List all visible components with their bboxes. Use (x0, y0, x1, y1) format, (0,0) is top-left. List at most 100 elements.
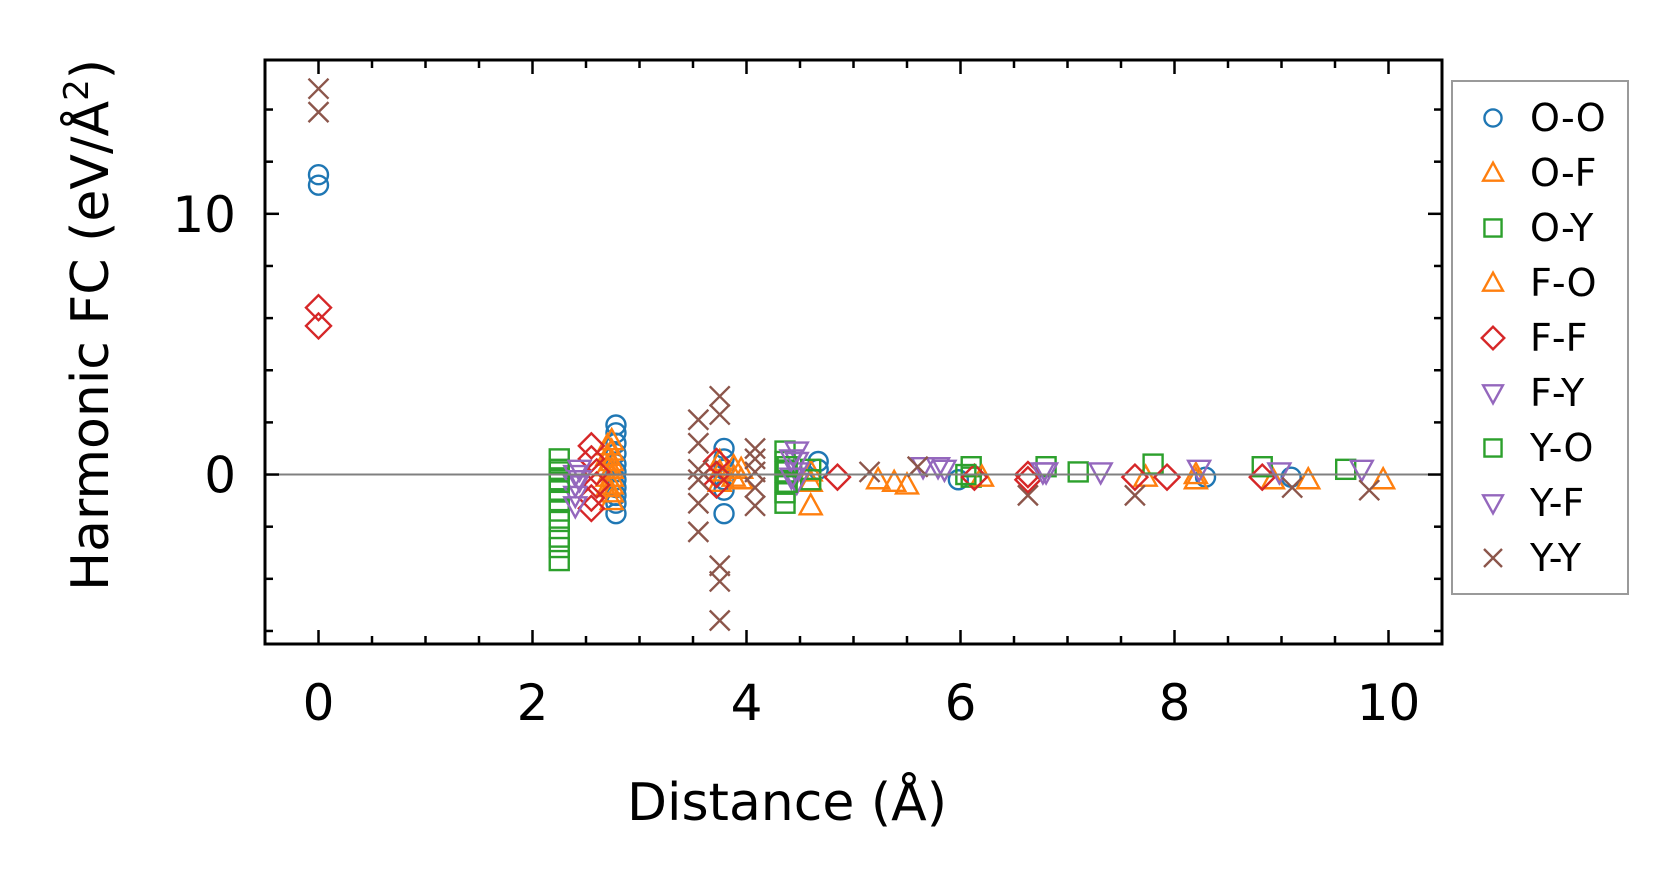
point-y-y-7 (687, 521, 710, 543)
point-o-y-9 (548, 549, 570, 572)
point-y-y-21 (1124, 484, 1146, 507)
point-y-y-4 (687, 458, 710, 481)
point-y-y-19 (906, 455, 929, 478)
point-o-f-15 (797, 491, 824, 516)
point-f-f-17 (1248, 462, 1277, 492)
legend-item-y-y: Y-Y (1483, 536, 1582, 580)
legend-item-f-y: F-Y (1481, 371, 1585, 415)
point-f-y-11 (1087, 462, 1114, 486)
y-axis-label-end: ) (61, 59, 121, 79)
point-y-o-2 (776, 456, 798, 478)
point-y-f-4 (931, 459, 958, 484)
point-y-f-3 (778, 467, 805, 492)
legend-item-f-o: F-O (1481, 261, 1597, 305)
point-y-y-8 (708, 385, 731, 408)
legend-marker-y-f (1481, 494, 1505, 516)
point-f-f-16 (1152, 462, 1182, 492)
point-f-f-0 (304, 293, 333, 322)
point-f-f-4 (582, 457, 611, 487)
plot-frame (263, 58, 1444, 646)
point-y-y-1 (307, 101, 330, 123)
point-o-f-21 (1259, 465, 1286, 490)
x-tick-label: 2 (517, 674, 549, 732)
x-tick-label: 0 (303, 674, 335, 732)
point-y-y-12 (708, 609, 731, 632)
point-o-y-21 (1067, 461, 1089, 483)
point-o-o-21 (947, 469, 970, 491)
point-o-y-8 (548, 536, 570, 559)
point-y-o-1 (548, 471, 570, 494)
point-y-y-9 (708, 403, 731, 426)
point-o-f-2 (598, 447, 625, 472)
legend-marker-o-y (1483, 218, 1503, 238)
x-tick-labels: 0 2 4 6 8 10 (303, 674, 1421, 732)
point-o-o-4 (605, 432, 627, 454)
point-o-o-18 (713, 502, 735, 525)
series-y-f (566, 449, 1060, 494)
point-f-y-12 (1186, 459, 1213, 484)
y-axis-label-superscript: 2 (57, 79, 97, 101)
legend-item-f-f: F-F (1480, 316, 1587, 360)
point-o-o-23 (1280, 466, 1302, 488)
point-y-y-2 (687, 408, 710, 431)
x-tick-label: 10 (1357, 674, 1421, 732)
point-o-f-7 (598, 486, 625, 511)
point-y-y-10 (708, 554, 731, 577)
y-axis-label: Harmonic FC (eV/Å2) (57, 59, 121, 591)
point-o-o-3 (605, 422, 627, 444)
point-f-f-12 (960, 462, 989, 492)
legend-label: F-O (1530, 261, 1597, 305)
legend-marker-o-o (1483, 108, 1503, 128)
point-o-f-19 (1132, 463, 1159, 487)
legend-item-y-f: Y-F (1481, 481, 1584, 525)
point-f-f-10 (702, 470, 731, 500)
legend-marker-f-y (1481, 384, 1505, 406)
legend-label: O-Y (1530, 206, 1594, 250)
legend-marker-f-f (1480, 325, 1506, 351)
point-f-o-8 (1182, 460, 1209, 485)
legend-items: O-O O-F O-Y F-O F-F F-Y Y-O Y-F Y-Y (1480, 96, 1606, 580)
point-y-o-3 (776, 471, 798, 494)
x-tick-label: 8 (1159, 674, 1191, 732)
point-f-f-5 (582, 470, 611, 500)
legend-label: Y-F (1529, 481, 1584, 525)
legend-item-y-o: Y-O (1483, 426, 1593, 470)
point-y-y-16 (744, 476, 766, 499)
point-o-f-18 (893, 470, 921, 495)
legend-label: O-F (1530, 151, 1597, 195)
point-o-f-16 (865, 465, 892, 490)
legend-label: O-O (1530, 96, 1606, 140)
y-tick-label: 0 (204, 447, 236, 505)
point-o-o-1 (307, 174, 330, 196)
x-tick-label: 4 (731, 674, 763, 732)
point-o-f-17 (881, 468, 908, 493)
x-axis-label: Distance (Å) (627, 771, 947, 833)
legend: O-O O-F O-Y F-O F-F F-Y Y-O Y-F Y-Y (1451, 80, 1629, 595)
point-f-y-14 (1348, 459, 1375, 484)
legend-marker-y-o (1483, 438, 1503, 458)
series-y-y (307, 77, 1381, 632)
legend-item-o-f: O-F (1481, 151, 1597, 195)
legend-item-o-o: O-O (1483, 96, 1606, 140)
point-o-o-12 (605, 502, 627, 525)
point-y-y-13 (744, 437, 766, 460)
point-y-y-0 (307, 77, 330, 100)
point-f-f-2 (577, 431, 606, 461)
legend-marker-y-y (1483, 548, 1503, 568)
legend-marker-o-f (1481, 160, 1505, 182)
point-o-y-23 (1251, 456, 1273, 478)
legend-label: Y-Y (1529, 536, 1582, 580)
point-y-y-23 (1358, 479, 1381, 502)
y-axis-label-main: Harmonic FC (eV/Å (59, 100, 121, 591)
point-f-y-3 (562, 496, 589, 520)
point-y-y-20 (1017, 484, 1039, 507)
point-y-f-5 (1033, 462, 1060, 486)
point-f-f-15 (1120, 462, 1150, 492)
legend-marker-f-o (1481, 270, 1505, 292)
point-o-y-17 (800, 469, 822, 491)
point-o-f-6 (598, 478, 625, 503)
point-y-f-2 (778, 449, 805, 473)
point-y-y-18 (858, 461, 881, 483)
point-o-y-6 (548, 510, 570, 533)
legend-item-o-y: O-Y (1483, 206, 1594, 250)
